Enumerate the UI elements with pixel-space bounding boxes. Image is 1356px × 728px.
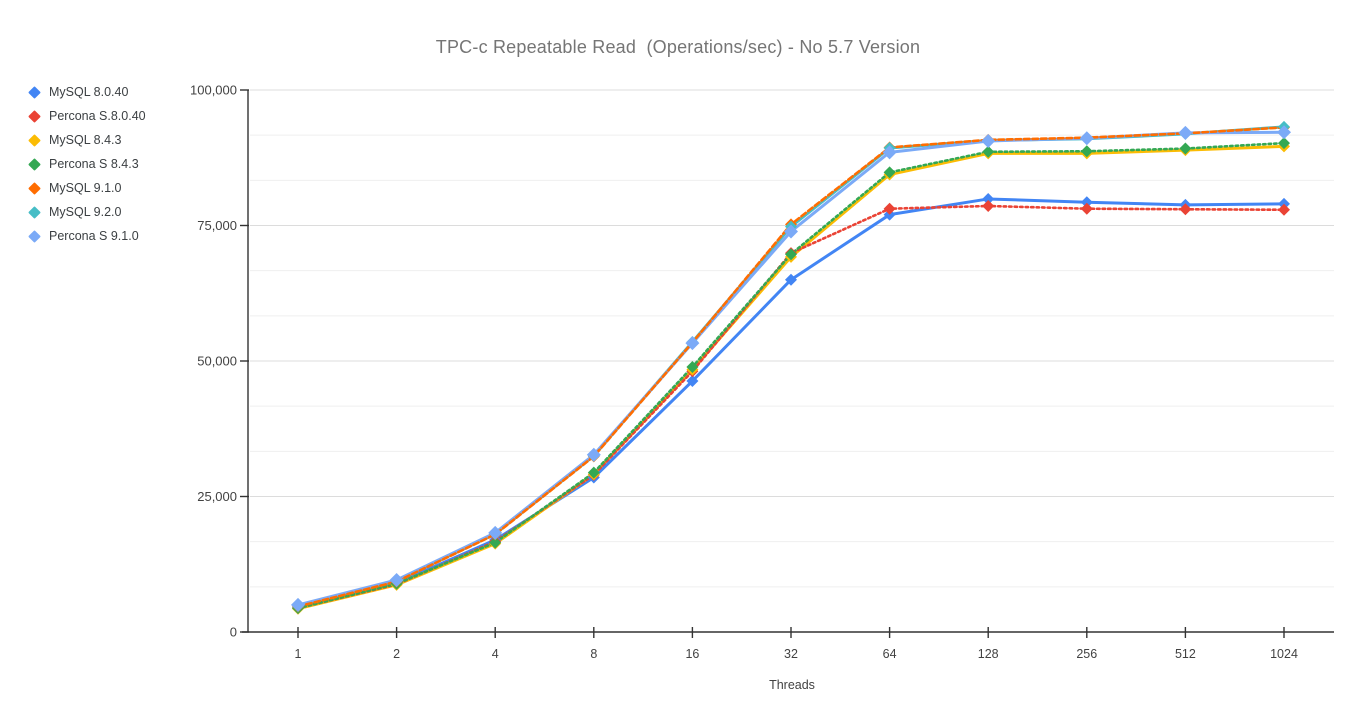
series-line-percona-s-8-0-40 (296, 204, 1286, 610)
marker-percona-s-8-0-40-512 (1179, 203, 1192, 216)
x-axis-title: Threads (769, 678, 815, 692)
series-line-mysql-9-2-0 (296, 125, 1286, 608)
chart-title: TPC-c Repeatable Read (Operations/sec) -… (435, 37, 921, 57)
legend-item-mysql-9-2-0: MySQL 9.2.0 (28, 200, 146, 224)
x-tick-label: 8 (590, 647, 597, 661)
marker-percona-s-9-1-0-32 (784, 224, 798, 239)
marker-percona-s-9-1-0-8 (586, 447, 601, 462)
series-line-percona-s-8-4-3 (296, 141, 1286, 610)
y-tick-label: 0 (230, 625, 237, 640)
x-tick-label: 64 (883, 647, 897, 661)
marker-percona-s-8-0-40-64 (883, 202, 896, 215)
legend-item-percona-s-8-4-3: Percona S 8.4.3 (28, 152, 146, 176)
legend-item-mysql-8-0-40: MySQL 8.0.40 (28, 80, 146, 104)
y-tick-label: 75,000 (197, 218, 237, 233)
marker-mysql-8-0-40-128 (982, 192, 995, 205)
marker-percona-s-9-1-0-512 (1178, 125, 1193, 140)
marker-mysql-8-0-40-256 (1080, 196, 1093, 209)
marker-percona-s-8-0-40-128 (982, 199, 995, 212)
marker-mysql-8-0-40-16 (686, 375, 699, 388)
x-tick-label: 512 (1175, 647, 1196, 661)
marker-percona-s-8-4-3-256 (1080, 145, 1093, 158)
legend-item-mysql-8-4-3: MySQL 8.4.3 (28, 128, 146, 152)
series-line-mysql-8-4-3 (296, 144, 1286, 611)
marker-percona-s-8-4-3-128 (982, 145, 995, 158)
x-tick-label: 32 (784, 647, 798, 661)
y-tick-label: 100,000 (190, 83, 237, 98)
marker-percona-s-9-1-0-64 (882, 145, 897, 160)
x-tick-label: 4 (492, 647, 499, 661)
marker-percona-s-8-4-3-16 (686, 360, 699, 373)
marker-percona-s-8-4-3-64 (883, 166, 896, 179)
marker-percona-s-9-1-0-4 (488, 525, 503, 540)
marker-percona-s-9-1-0-256 (1079, 131, 1094, 146)
legend: MySQL 8.0.40 Percona S.8.0.40 MySQL 8.4.3 P… (28, 80, 146, 248)
legend-label: MySQL 8.4.3 (49, 133, 122, 147)
marker-percona-s-9-1-0-128 (981, 133, 996, 148)
marker-percona-s-8-4-3-512 (1179, 142, 1192, 155)
marker-percona-s-8-4-3-1024 (1278, 137, 1290, 150)
legend-label: MySQL 9.1.0 (49, 181, 122, 195)
legend-label: Percona S 9.1.0 (49, 229, 139, 243)
legend-item-percona-s-8-0-40: Percona S.8.0.40 (28, 104, 146, 128)
x-tick-label: 128 (978, 647, 999, 661)
series-line-mysql-9-1-0 (296, 126, 1286, 608)
legend-label: Percona S.8.0.40 (49, 109, 146, 123)
legend-label: MySQL 8.0.40 (49, 85, 129, 99)
marker-percona-s-8-0-40-256 (1080, 202, 1093, 215)
y-tick-label: 25,000 (197, 489, 237, 504)
legend-label: MySQL 9.2.0 (49, 205, 122, 219)
x-tick-label: 1 (295, 647, 302, 661)
y-tick-label: 50,000 (197, 354, 237, 369)
marker-percona-s-8-4-3-4 (489, 536, 502, 549)
x-tick-label: 2 (393, 647, 400, 661)
marker-percona-s-8-4-3-32 (785, 248, 797, 261)
legend-item-mysql-9-1-0: MySQL 9.1.0 (28, 176, 146, 200)
marker-mysql-8-0-40-32 (785, 273, 797, 286)
marker-percona-s-8-0-40-1024 (1278, 203, 1290, 216)
marker-percona-s-9-1-0-2 (389, 572, 404, 587)
marker-percona-s-8-4-3-8 (587, 466, 600, 479)
x-tick-label: 16 (685, 647, 699, 661)
x-tick-label: 1024 (1270, 647, 1298, 661)
legend-label: Percona S 8.4.3 (49, 157, 139, 171)
marker-percona-s-9-1-0-1 (291, 597, 305, 612)
x-tick-label: 256 (1076, 647, 1097, 661)
marker-percona-s-9-1-0-1024 (1277, 125, 1291, 140)
legend-item-percona-s-9-1-0: Percona S 9.1.0 (28, 224, 146, 248)
marker-percona-s-9-1-0-16 (685, 336, 700, 351)
